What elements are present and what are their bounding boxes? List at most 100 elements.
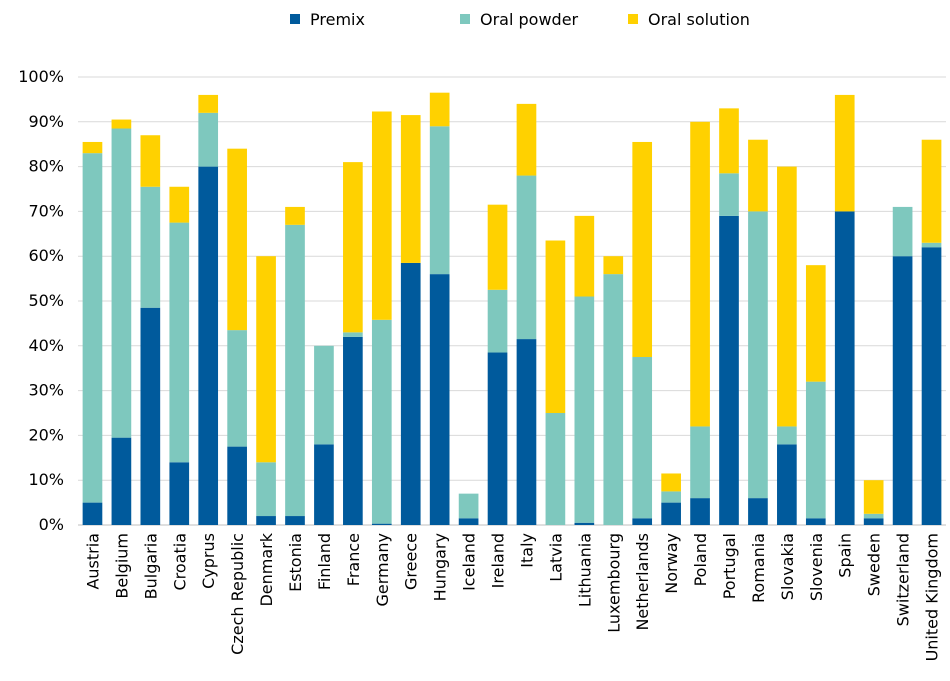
legend-swatch	[290, 14, 300, 24]
x-tick-label: Romania	[749, 533, 768, 603]
bar-premix	[632, 518, 653, 525]
bar-oral-solution	[429, 92, 450, 127]
bar-oral-powder	[429, 126, 450, 275]
bar-premix	[227, 446, 247, 525]
bar-oral-powder	[343, 332, 363, 337]
bar-premix	[777, 444, 797, 525]
bar-oral-solution	[285, 206, 305, 225]
bar-premix	[487, 352, 508, 525]
x-tick-label: Belgium	[112, 533, 131, 599]
x-tick-label: Netherlands	[633, 533, 652, 631]
x-tick-label: Iceland	[460, 533, 479, 591]
x-tick-label: Poland	[691, 533, 710, 586]
bar-oral-solution	[169, 186, 190, 223]
x-tick-label: United Kingdom	[923, 533, 942, 661]
bar-oral-solution	[690, 121, 710, 427]
bar-premix	[285, 516, 305, 525]
bar-oral-powder	[516, 175, 537, 340]
bar-premix	[719, 215, 739, 525]
x-tick-label: Croatia	[170, 533, 189, 591]
legend-label: Oral powder	[480, 10, 579, 29]
bars	[82, 92, 942, 526]
bar-oral-powder	[574, 296, 595, 523]
y-tick-label: 60%	[28, 246, 64, 265]
bar-oral-solution	[227, 148, 247, 331]
bar-oral-solution	[719, 108, 739, 174]
bar-oral-solution	[545, 240, 566, 413]
x-tick-label: Cyprus	[199, 533, 218, 589]
bar-oral-solution	[198, 94, 219, 113]
bar-oral-solution	[400, 115, 421, 263]
x-tick-label: Hungary	[431, 533, 450, 601]
x-tick-label: Ireland	[489, 533, 508, 588]
bar-oral-powder	[111, 128, 132, 438]
bar-oral-solution	[777, 166, 797, 427]
bar-oral-powder	[805, 381, 826, 519]
bar-oral-solution	[805, 265, 826, 382]
y-tick-label: 100%	[18, 67, 64, 86]
bar-premix	[371, 523, 392, 525]
x-tick-label: Czech Republic	[228, 533, 247, 655]
y-axis: 0% 10% 20% 30% 40% 50% 60% 70% 80% 90% 100%	[18, 67, 64, 534]
legend: Premix Oral powder Oral solution	[290, 10, 750, 29]
bar-premix	[111, 437, 132, 525]
x-tick-label: Slovenia	[807, 533, 826, 601]
bar-oral-powder	[458, 493, 479, 519]
x-tick-label: Switzerland	[894, 533, 913, 626]
x-tick-label: Lithuania	[575, 533, 594, 607]
bar-oral-solution	[603, 256, 624, 275]
bar-premix	[863, 518, 884, 525]
bar-oral-powder	[371, 319, 392, 524]
legend-label: Oral solution	[648, 10, 750, 29]
x-tick-label: Estonia	[286, 533, 305, 592]
x-tick-label: Greece	[402, 533, 421, 590]
bar-premix	[661, 502, 681, 525]
bar-oral-solution	[343, 162, 363, 333]
x-tick-label: France	[344, 533, 363, 586]
bar-oral-powder	[777, 426, 797, 445]
bar-oral-solution	[661, 473, 681, 492]
y-tick-label: 40%	[28, 336, 64, 355]
bar-oral-powder	[285, 224, 305, 517]
bar-premix	[516, 339, 537, 525]
legend-label: Premix	[310, 10, 365, 29]
bar-premix	[343, 336, 363, 525]
bar-oral-solution	[921, 139, 942, 243]
bar-oral-powder	[545, 413, 566, 525]
bar-oral-powder	[921, 242, 942, 248]
bar-oral-powder	[690, 426, 710, 499]
bar-oral-solution	[111, 119, 132, 129]
bar-oral-solution	[82, 141, 103, 154]
bar-oral-powder	[169, 222, 190, 463]
bar-oral-solution	[632, 141, 653, 357]
x-tick-label: Germany	[373, 533, 392, 607]
bar-premix	[400, 262, 421, 525]
bar-premix	[256, 516, 276, 525]
x-tick-label: Spain	[836, 533, 855, 578]
x-tick-label: Luxembourg	[604, 533, 623, 633]
bar-oral-powder	[140, 186, 161, 308]
bar-oral-solution	[371, 111, 392, 320]
bar-oral-powder	[892, 206, 913, 257]
y-tick-label: 70%	[28, 201, 64, 220]
bar-premix	[458, 518, 479, 525]
bar-oral-powder	[719, 173, 739, 216]
bar-premix	[140, 307, 161, 525]
bar-oral-powder	[198, 112, 219, 167]
bar-oral-solution	[256, 256, 276, 463]
bar-premix	[574, 522, 595, 525]
bar-oral-solution	[834, 94, 855, 212]
gridlines	[78, 76, 946, 526]
legend-swatch	[628, 14, 638, 24]
bar-oral-solution	[574, 215, 595, 297]
bar-premix	[429, 274, 450, 525]
bar-premix	[748, 498, 768, 525]
bar-oral-solution	[748, 139, 768, 212]
x-tick-label: Austria	[83, 533, 102, 590]
x-tick-label: Portugal	[720, 533, 739, 599]
x-tick-label: Denmark	[257, 532, 276, 606]
bar-oral-powder	[661, 491, 681, 503]
legend-swatch	[460, 14, 470, 24]
bar-premix	[834, 211, 855, 525]
